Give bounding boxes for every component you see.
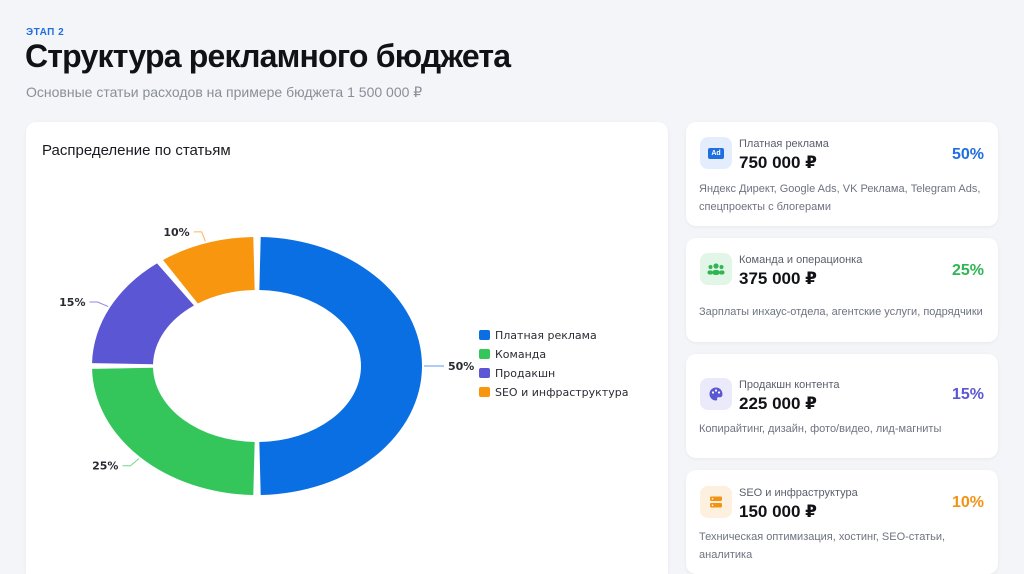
legend-label-1: Команда [495,348,546,361]
card-name: Платная реклама [739,138,829,150]
slice-label-2: 15% [59,296,85,309]
donut-slice-3[interactable] [163,237,255,304]
donut-slice-2[interactable] [92,263,194,365]
card-description: Техническая оптимизация, хостинг, SEO-ст… [699,531,946,561]
legend-label-2: Продакшн [495,367,555,380]
budget-card-paid-ads[interactable]: Ad Платная реклама 750 000 ₽ 50% Яндекс … [686,122,998,226]
team-icon [700,253,732,285]
card-name: Команда и операционка [739,254,863,266]
stage-label: ЭТАП 2 [26,27,65,38]
card-name: SEO и инфраструктура [739,487,858,499]
card-percent: 15% [951,386,984,403]
card-amount: 225 000 ₽ [739,394,818,413]
ad-icon: Ad [700,137,732,169]
card-name: Продакшн контента [739,379,840,391]
card-percent: 10% [951,494,984,511]
legend-swatch-1 [479,349,490,359]
leader-line-3 [193,231,206,242]
slice-label-0: 50% [448,360,474,373]
card-amount: 750 000 ₽ [739,153,818,172]
card-description: Копирайтинг, дизайн, фото/видео, лид-маг… [699,423,942,435]
donut-slice-1[interactable] [92,367,255,495]
donut-chart: 50% 25% 15% 10% Платная реклама Команда Прода… [59,226,628,495]
chart-card: Распределение по статьям 50% 25% 15% 10% Пл… [26,122,668,574]
legend-swatch-3 [479,387,490,397]
page-subtitle: Основные статьи расходов на примере бюдж… [26,84,423,100]
chart-title: Распределение по статьям [42,142,231,159]
legend-label-3: SEO и инфраструктура [495,386,628,399]
card-description: Яндекс Директ, Google Ads, VK Реклама, T… [699,183,981,213]
card-percent: 50% [951,146,984,163]
slice-label-1: 25% [92,460,118,473]
server-icon [700,486,732,518]
card-description: Зарплаты инхаус-отдела, агентские услуги… [699,306,983,318]
card-amount: 375 000 ₽ [739,269,818,288]
legend-swatch-2 [479,368,490,378]
page-title: Структура рекламного бюджета [25,38,511,74]
legend-label-0: Платная реклама [495,329,597,342]
legend-swatch-0 [479,330,490,340]
donut-slice-0[interactable] [259,237,422,495]
card-amount: 150 000 ₽ [739,502,818,521]
card-percent: 25% [951,262,984,279]
leader-line-1 [122,458,140,467]
slice-label-3: 10% [163,226,189,239]
budget-card-team[interactable]: Команда и операционка 375 000 ₽ 25% Зарп… [686,238,998,342]
budget-card-seo[interactable]: SEO и инфраструктура 150 000 ₽ 10% Техни… [686,470,998,574]
palette-icon [700,378,732,410]
leader-line-2 [89,301,109,307]
budget-card-production[interactable]: Продакшн контента 225 000 ₽ 15% Копирайт… [686,354,998,458]
